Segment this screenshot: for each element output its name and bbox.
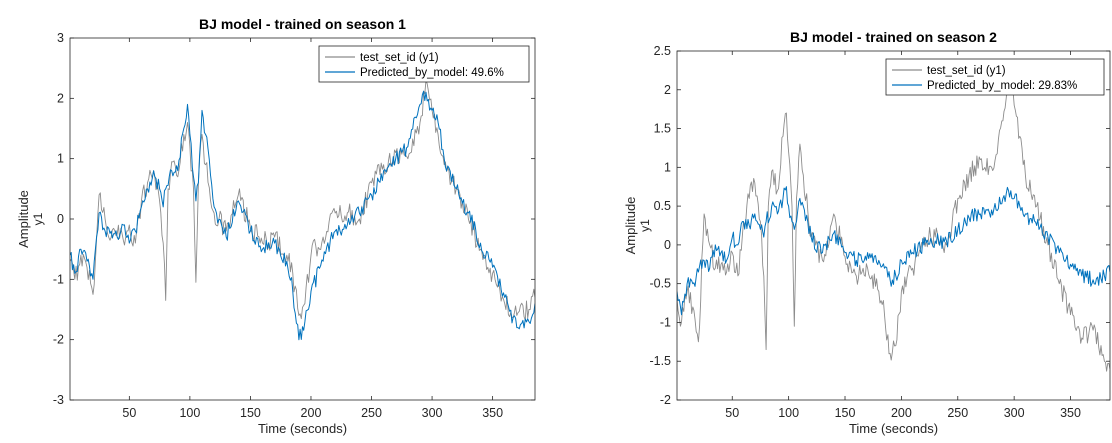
y-tick-label: 0 <box>57 212 64 226</box>
channel-label: y1 <box>638 219 652 232</box>
legend-entry: test_set_id (y1) <box>360 52 439 64</box>
plot-area <box>677 51 1110 400</box>
y-tick-label: 2.5 <box>654 44 671 58</box>
x-tick-label: 50 <box>122 406 136 420</box>
x-tick-label: 100 <box>179 406 200 420</box>
x-tick-label: 50 <box>725 406 739 420</box>
x-tick-label: 250 <box>947 406 968 420</box>
y-tick-label: -2 <box>53 333 64 347</box>
x-tick-label: 300 <box>1004 406 1025 420</box>
x-tick-label: 300 <box>422 406 443 420</box>
y-tick-label: 2 <box>57 91 64 105</box>
x-axis-label: Time (seconds) <box>258 421 347 436</box>
x-tick-label: 200 <box>891 406 912 420</box>
y-tick-label: 1 <box>664 160 671 174</box>
x-tick-label: 100 <box>778 406 799 420</box>
plot-area <box>70 38 535 400</box>
series-line-predicted <box>70 90 535 341</box>
legend-box <box>885 58 1105 96</box>
legend: test_set_id (y1) Predicted_by_model: 49.6… <box>318 45 530 83</box>
y-tick-label: -0.5 <box>649 277 671 291</box>
chart-season-2: 50 100 150 200 250 300 350 -2 -1.5 -1 -0.5 0 0.5 1 1.5… <box>623 29 1111 436</box>
y-tick-label: -2 <box>660 393 671 407</box>
series-line-measured <box>677 66 1110 372</box>
x-tick-label: 350 <box>482 406 503 420</box>
chart-season-1: 50 100 150 200 250 300 350 -3 -2 -1 0 1 2 3 BJ model -… <box>16 16 536 436</box>
series-group <box>70 79 535 341</box>
x-axis-label: Time (seconds) <box>849 421 938 436</box>
y-tick-label: 1.5 <box>654 122 671 136</box>
y-tick-label: 3 <box>57 31 64 45</box>
legend-box <box>318 45 530 83</box>
axes-box <box>676 50 1111 401</box>
x-tick-label: 150 <box>240 406 261 420</box>
x-tick-label: 250 <box>361 406 382 420</box>
chart-title: BJ model - trained on season 1 <box>199 16 406 32</box>
y-tick-label: 1 <box>57 152 64 166</box>
y-axis-label: Amplitude <box>623 197 638 255</box>
y-axis-label: Amplitude <box>16 190 31 248</box>
legend-entry: Predicted_by_model: 49.6% <box>360 67 504 79</box>
y-tick-label: -1 <box>53 272 64 286</box>
legend-entry: test_set_id (y1) <box>927 65 1006 77</box>
y-tick-label: 0.5 <box>654 199 671 213</box>
legend-entry: Predicted_by_model: 29.83% <box>927 80 1077 92</box>
y-tick-label: -1.5 <box>649 354 671 368</box>
y-tick-label: -3 <box>53 393 64 407</box>
channel-label: y1 <box>31 212 45 225</box>
chart-title: BJ model - trained on season 2 <box>790 29 997 45</box>
series-line-predicted <box>677 186 1110 316</box>
y-tick-label: -1 <box>660 315 671 329</box>
y-tick-label: 0 <box>664 238 671 252</box>
series-line-measured <box>70 79 535 321</box>
x-tick-label: 200 <box>301 406 322 420</box>
legend: test_set_id (y1) Predicted_by_model: 29.8… <box>885 58 1105 96</box>
x-tick-label: 350 <box>1060 406 1081 420</box>
y-tick-label: 2 <box>664 83 671 97</box>
x-tick-label: 150 <box>835 406 856 420</box>
series-group <box>677 66 1110 372</box>
